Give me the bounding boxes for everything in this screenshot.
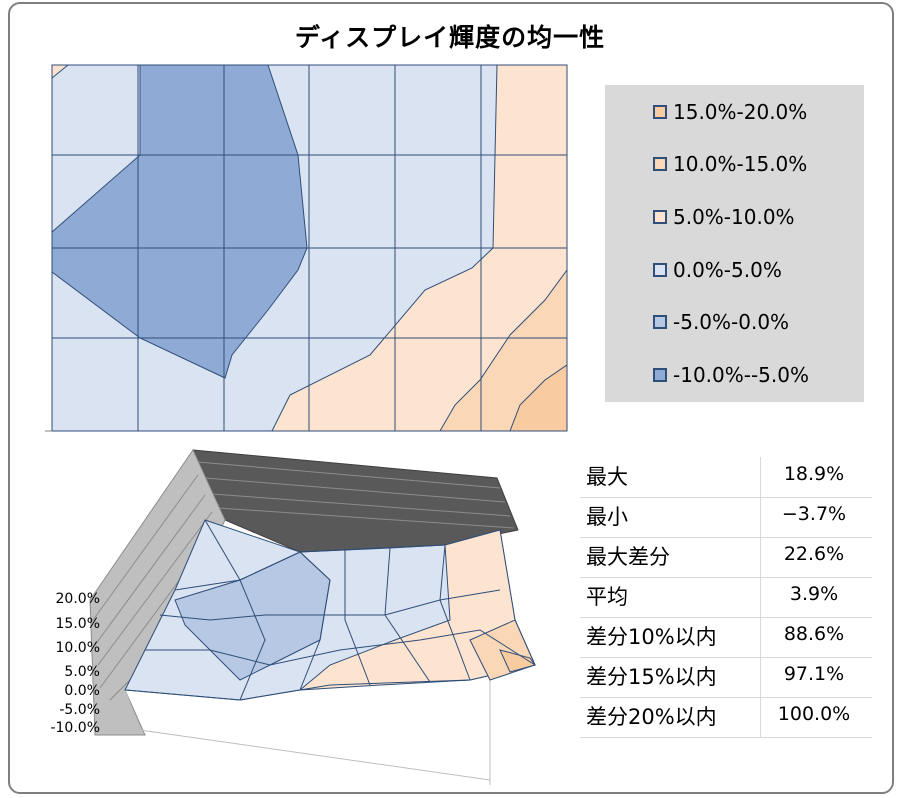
legend-label: 15.0%-20.0% (673, 100, 808, 124)
legend-item: 5.0%-10.0% (653, 205, 795, 229)
legend-label: -5.0%-0.0% (673, 310, 790, 334)
surface-mesh (124, 519, 536, 701)
stats-value: 88.6% (783, 623, 845, 645)
z-tick-label: -10.0% (50, 720, 100, 736)
stats-column-divider (760, 457, 761, 497)
stats-row: 差分15%以内 97.1% (580, 657, 872, 698)
stats-value: 22.6% (783, 543, 845, 565)
z-tick-label: -5.0% (59, 702, 100, 718)
stats-value: 18.9% (783, 463, 845, 485)
z-tick-label: 0.0% (64, 683, 100, 699)
chart-title: ディスプレイ輝度の均一性 (294, 23, 606, 52)
stats-row: 差分10%以内 88.6% (580, 617, 872, 658)
surface-mesh-line (344, 550, 371, 686)
surface-wall-gridline (94, 494, 206, 646)
stats-column-divider (760, 537, 761, 577)
surface-mesh-line (204, 519, 266, 701)
surface-mesh-line (299, 551, 331, 691)
legend-swatch (653, 157, 667, 171)
contour-grid (45, 64, 568, 432)
surface-wall-gridline (217, 507, 515, 529)
legend-label: -10.0%--5.0% (673, 363, 809, 387)
stats-column-divider (760, 497, 761, 537)
legend-item: 10.0%-15.0% (653, 152, 807, 176)
stats-value: 97.1% (783, 663, 845, 685)
legend-label: 5.0%-10.0% (673, 205, 795, 229)
stats-label: 差分20%以内 (586, 705, 717, 729)
stats-value: 3.9% (789, 583, 839, 605)
stats-row: 平均 3.9% (580, 577, 872, 618)
surface-floor-edge (124, 689, 491, 781)
legend-swatch (653, 315, 667, 329)
stats-label: 平均 (586, 585, 628, 609)
stats-value: 100.0% (777, 703, 851, 725)
stats-row: 最小 −3.7% (580, 497, 872, 538)
legend-label: 0.0%-5.0% (673, 258, 782, 282)
z-tick-label: 20.0% (55, 591, 100, 607)
legend-label: 10.0%-15.0% (673, 152, 808, 176)
stats-column-divider (760, 577, 761, 617)
surface-mesh-line (174, 544, 446, 591)
stats-value: −3.7% (781, 503, 847, 525)
surface-mesh-line (145, 629, 536, 666)
surface-walls (89, 448, 519, 785)
stats-label: 差分10%以内 (586, 625, 717, 649)
stats-label: 最小 (586, 505, 628, 529)
stats-label: 最大差分 (586, 545, 670, 569)
surface-mesh-line (124, 679, 471, 701)
contour-legend: 15.0%-20.0% 10.0%-15.0% 5.0%-10.0% 0.0%-5.0… (605, 85, 864, 402)
surface-wall-gridline (204, 477, 506, 503)
stats-row: 最大 18.9% (580, 457, 872, 498)
legend-swatch (653, 210, 667, 224)
legend-item: -5.0%-0.0% (653, 310, 789, 334)
stats-label: 差分15%以内 (586, 665, 717, 689)
legend-item: 15.0%-20.0% (653, 100, 807, 124)
surface-mesh-line (159, 589, 501, 621)
surface-wall-gridline (211, 493, 511, 517)
legend-item: 0.0%-5.0% (653, 258, 782, 282)
stats-row: 差分20%以内 100.0% (580, 697, 872, 738)
surface-wall-gridline (197, 461, 501, 489)
stats-column-divider (760, 697, 761, 737)
z-tick-label: 5.0% (64, 664, 100, 680)
legend-item: -10.0%--5.0% (653, 363, 809, 387)
surface-wall-gridline (97, 511, 213, 666)
z-tick-label: 15.0% (55, 616, 100, 632)
stats-label: 最大 (586, 465, 628, 489)
stats-column-divider (760, 617, 761, 657)
stats-column-divider (760, 657, 761, 697)
legend-swatch (653, 368, 667, 382)
legend-swatch (653, 105, 667, 119)
legend-swatch (653, 263, 667, 277)
stats-row: 最大差分 22.6% (580, 537, 872, 578)
surface-wall-gridline (92, 474, 199, 621)
z-tick-label: 10.0% (55, 640, 100, 656)
